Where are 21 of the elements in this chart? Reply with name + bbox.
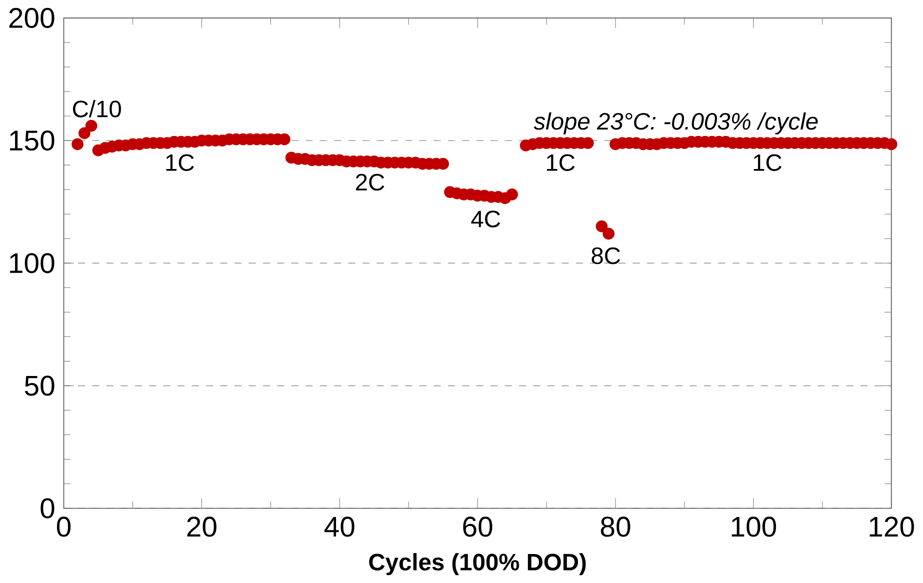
- x-tick-label: 100: [732, 516, 776, 537]
- x-tick-label: 80: [600, 516, 630, 537]
- x-tick-label: 0: [56, 516, 71, 537]
- annotation: slope 23°C: -0.003% /cycle: [534, 112, 818, 134]
- annotation: 2C: [356, 174, 384, 191]
- x-axis-title: Cycles (100% DOD): [369, 553, 586, 576]
- y-tick-label: 50: [24, 376, 54, 396]
- annotation: 1C: [754, 154, 782, 171]
- annotation: 1C: [546, 154, 575, 171]
- annotation: C/10: [72, 100, 121, 118]
- x-tick-label: 60: [463, 516, 492, 537]
- annotation: 1C: [166, 154, 194, 171]
- x-tick-label: 20: [187, 516, 216, 537]
- annotation: 4C: [471, 210, 500, 228]
- y-tick-label: 0: [40, 498, 54, 518]
- y-tick-label: 150: [10, 130, 54, 151]
- annotation: 8C: [592, 247, 620, 264]
- x-tick-label: 40: [324, 516, 354, 537]
- y-tick-label: 100: [10, 253, 54, 274]
- y-tick-label: 200: [9, 8, 54, 28]
- x-tick-label: 120: [870, 516, 914, 537]
